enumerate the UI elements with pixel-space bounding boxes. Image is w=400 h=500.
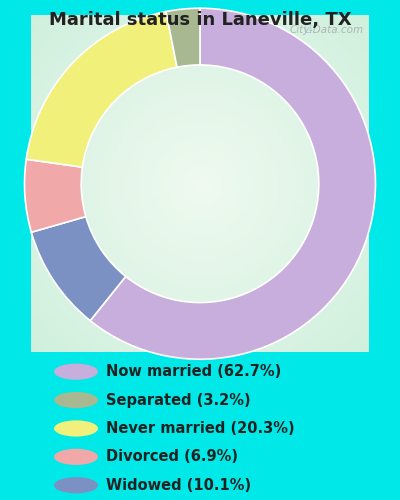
Wedge shape — [90, 8, 376, 359]
Text: Widowed (10.1%): Widowed (10.1%) — [106, 478, 251, 493]
Text: Marital status in Laneville, TX: Marital status in Laneville, TX — [49, 11, 351, 29]
Text: Divorced (6.9%): Divorced (6.9%) — [106, 450, 238, 464]
Text: City-Data.com: City-Data.com — [290, 25, 364, 35]
Circle shape — [54, 364, 98, 380]
Wedge shape — [31, 216, 126, 320]
Text: Never married (20.3%): Never married (20.3%) — [106, 421, 295, 436]
Wedge shape — [166, 8, 200, 67]
Text: Now married (62.7%): Now married (62.7%) — [106, 364, 281, 379]
Wedge shape — [24, 160, 86, 232]
Text: Separated (3.2%): Separated (3.2%) — [106, 392, 251, 407]
Circle shape — [54, 392, 98, 408]
Circle shape — [54, 420, 98, 436]
Text: Ⓜ: Ⓜ — [305, 24, 311, 34]
Circle shape — [54, 477, 98, 494]
Wedge shape — [26, 12, 177, 167]
Circle shape — [54, 448, 98, 465]
